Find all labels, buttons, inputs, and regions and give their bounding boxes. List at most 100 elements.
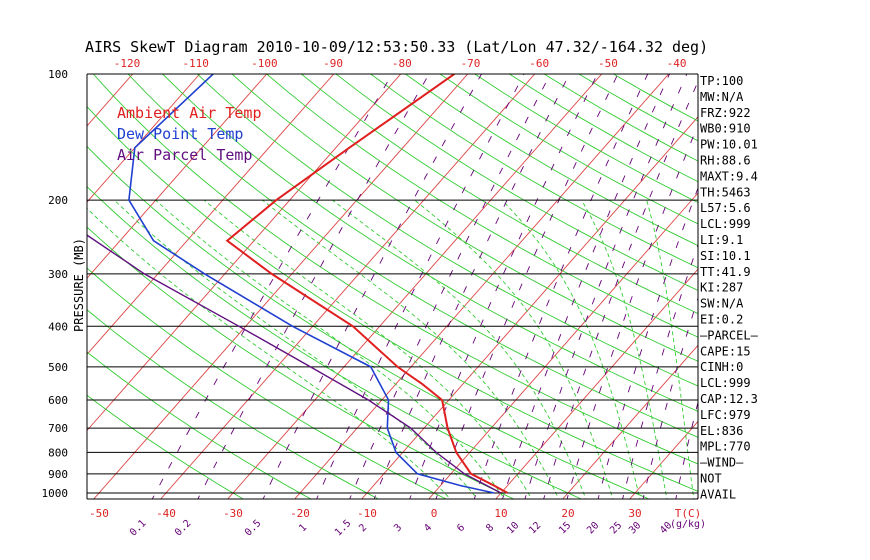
dry-adiabat-line: [509, 74, 698, 183]
stat-item: TH:5463: [700, 185, 751, 199]
dry-adiabat-line: [87, 226, 515, 499]
profile-line-dew-point-temp: [128, 74, 495, 494]
stat-item: WB0:910: [700, 122, 751, 136]
dry-adiabat-line: [87, 105, 698, 492]
moist-adiabat-line: [414, 199, 614, 499]
mixing-ratio-tick-label: 10: [505, 520, 521, 536]
mixing-ratio-line: [502, 74, 670, 499]
stat-item: RH:88.6: [700, 154, 751, 168]
moist-adiabat-line: [155, 199, 506, 499]
mixing-ratio-line: [373, 74, 570, 499]
dry-adiabat-line: [87, 351, 312, 499]
pressure-tick-label: 700: [48, 422, 68, 435]
stat-item: NOT: [700, 472, 722, 486]
mixing-ratio-line: [316, 74, 525, 499]
dry-adiabat-line: [87, 145, 651, 499]
moist-adiabat-line: [262, 199, 560, 499]
stat-item: MPL:770: [700, 440, 751, 454]
moist-adiabat-line: [332, 199, 587, 499]
dry-adiabat-line: [301, 74, 698, 315]
stat-item: EI:0.2: [700, 313, 743, 327]
mixing-ratio-tick-label: 3: [392, 522, 404, 534]
moist-adiabat-line: [203, 199, 533, 499]
legend-item: Ambient Air Temp: [117, 104, 262, 122]
mixing-ratio-tick-label: 2: [357, 522, 369, 534]
top-temp-tick-label: -50: [598, 57, 618, 70]
mixing-ratio-tick-label: 4: [422, 522, 434, 534]
isotherm-line: [87, 74, 268, 279]
dry-adiabat-line: [127, 74, 698, 438]
stat-item: TT:41.9: [700, 265, 751, 279]
mixing-ratio-line: [409, 74, 598, 499]
stat-item: LCL:999: [700, 376, 751, 390]
bottom-temp-tick-label: 10: [494, 507, 507, 520]
bottom-temp-tick-label: -30: [223, 507, 243, 520]
pressure-tick-label: 1000: [42, 487, 69, 500]
stat-item: MAXT:9.4: [700, 169, 758, 183]
mixing-ratio-line: [524, 74, 688, 499]
stat-item: LFC:979: [700, 408, 751, 422]
stat-item: CAP:12.3: [700, 392, 758, 406]
top-temp-tick-label: -80: [392, 57, 412, 70]
mixing-ratio-line: [622, 243, 698, 499]
stat-item: —WIND—: [700, 456, 744, 470]
stat-item: LCL:999: [700, 217, 751, 231]
mixing-ratio-tick-label: 1: [297, 522, 309, 534]
dry-adiabat-line: [335, 74, 698, 291]
dry-adiabat-line: [474, 74, 698, 204]
bottom-temp-tick-label: -20: [290, 507, 310, 520]
isotherm-line: [831, 74, 870, 499]
profile-line-air-parcel-temp: [87, 234, 502, 494]
mixing-ratio-unit-label: (g/kg): [670, 519, 706, 530]
mixing-ratio-tick-label: 1.5: [333, 518, 354, 539]
stat-item: KI:287: [700, 281, 743, 295]
mixing-ratio-tick-label: 0.5: [243, 518, 264, 539]
moist-adiabat-line: [581, 199, 668, 499]
pressure-tick-label: 500: [48, 361, 68, 374]
dry-adiabat-line: [231, 74, 698, 362]
chart-title: AIRS SkewT Diagram 2010-10-09/12:53:50.3…: [85, 38, 708, 56]
stat-item: AVAIL: [700, 487, 736, 501]
stat-item: MW:N/A: [700, 90, 744, 104]
y-axis-label: PRESSURE (MB): [72, 238, 86, 332]
isotherm-line: [495, 268, 698, 499]
dry-adiabat-line: [196, 74, 698, 387]
pressure-tick-label: 300: [48, 268, 68, 281]
top-temp-tick-label: -70: [461, 57, 481, 70]
isotherm-line: [227, 74, 603, 499]
pressure-tick-label: 100: [48, 68, 68, 81]
dry-adiabat-line: [266, 74, 698, 338]
stat-item: CAPE:15: [700, 344, 751, 358]
dry-adiabat-line: [92, 74, 698, 465]
dry-adiabat-line: [87, 267, 448, 499]
mixing-ratio-tick-label: 25: [608, 520, 624, 536]
legend-item: Air Parcel Temp: [117, 146, 252, 164]
legend-item: Dew Point Temp: [117, 125, 243, 143]
dry-adiabat-line: [162, 74, 698, 412]
mixing-ratio-line: [197, 74, 430, 499]
stat-item: SI:10.1: [700, 249, 751, 263]
bottom-temp-tick-label: -40: [156, 507, 176, 520]
profile-line-ambient-air-temp: [225, 74, 509, 494]
mixing-ratio-tick-label: 8: [484, 522, 496, 534]
top-temp-tick-label: -100: [251, 57, 278, 70]
bottom-temp-tick-label: 20: [561, 507, 574, 520]
top-temp-tick-label: -110: [182, 57, 209, 70]
mixing-ratio-line: [597, 186, 698, 499]
mixing-ratio-line: [151, 74, 393, 499]
stat-item: EL:836: [700, 424, 743, 438]
bottom-temp-tick-label: 0: [431, 507, 438, 520]
stat-item: TP:100: [700, 74, 743, 88]
isotherm-line: [0, 74, 66, 499]
pressure-tick-label: 800: [48, 446, 68, 459]
bottom-temp-tick-label: -50: [89, 507, 109, 520]
mixing-ratio-tick-label: 12: [527, 520, 543, 536]
top-temp-tick-label: -60: [529, 57, 549, 70]
mixing-ratio-tick-label: 0.2: [173, 518, 194, 539]
stat-item: L57:5.6: [700, 201, 751, 215]
mixing-ratio-line: [543, 80, 698, 499]
dry-adiabat-line: [87, 394, 245, 499]
pressure-tick-label: 600: [48, 394, 68, 407]
mixing-ratio-line: [262, 74, 482, 499]
